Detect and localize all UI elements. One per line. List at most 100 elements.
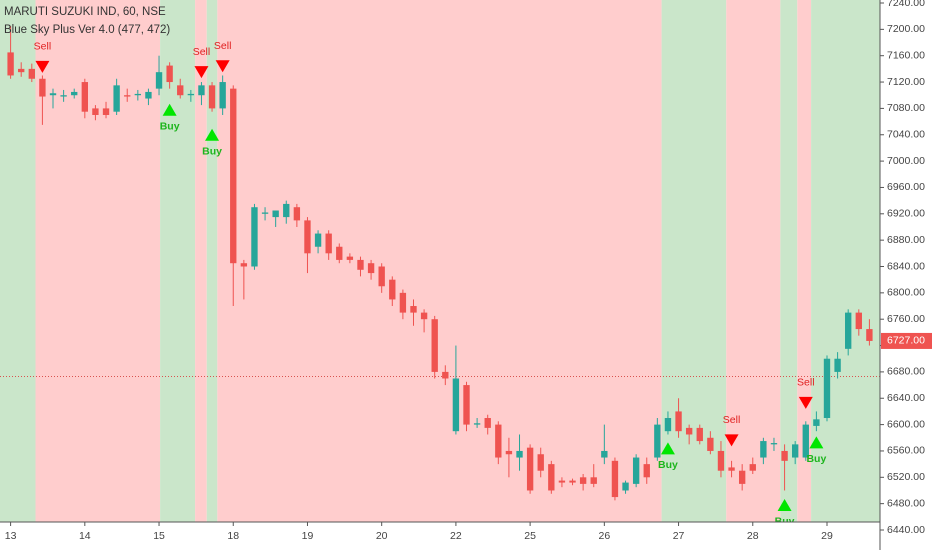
candle-body <box>707 437 714 451</box>
candle-body <box>71 91 78 96</box>
candle-body <box>452 378 460 432</box>
signal-label: Sell <box>34 41 52 53</box>
x-tick-label: 14 <box>79 530 91 542</box>
candle-body <box>145 91 152 99</box>
signal-label: Sell <box>214 40 232 52</box>
x-tick-label: 20 <box>376 530 388 542</box>
candle-body <box>357 259 364 270</box>
candle-body <box>198 85 205 96</box>
candle-body <box>548 464 555 491</box>
signal-label: Sell <box>723 414 741 426</box>
candle-body <box>675 411 682 432</box>
candle-body <box>399 292 407 313</box>
candle-body <box>537 454 544 471</box>
candle-body <box>346 256 354 260</box>
y-tick-label: 6920.00 <box>887 208 925 220</box>
signal-marker <box>205 128 220 141</box>
candle-body <box>590 477 597 484</box>
candle-body <box>187 93 195 96</box>
y-tick-label: 7000.00 <box>887 155 925 167</box>
candle-body <box>579 477 587 484</box>
candle-body <box>442 371 449 379</box>
x-tick-label: 15 <box>153 530 165 542</box>
candle-body <box>685 427 693 435</box>
y-tick-label: 6880.00 <box>887 234 925 246</box>
signal-label: Buy <box>160 120 180 132</box>
candle-body <box>431 319 438 372</box>
signal-label: Buy <box>202 146 222 158</box>
x-tick-label: 18 <box>227 530 239 542</box>
candle-body <box>495 424 502 458</box>
signal-marker <box>194 66 209 79</box>
candle-body <box>378 266 385 287</box>
candle-body <box>643 464 650 478</box>
signal-marker <box>162 103 177 116</box>
candle-body <box>49 93 57 96</box>
candle-body <box>102 108 110 115</box>
y-tick-label: 6800.00 <box>887 287 925 299</box>
signal-region <box>811 0 880 522</box>
candle-body <box>208 85 216 109</box>
y-tick-label: 6600.00 <box>887 418 925 430</box>
x-tick-label: 28 <box>747 530 759 542</box>
signal-label: Buy <box>775 516 795 528</box>
y-tick-label: 6440.00 <box>887 524 925 536</box>
signal-region <box>217 0 662 522</box>
candle-body <box>760 441 767 458</box>
signal-label: Buy <box>806 453 826 465</box>
y-tick-label: 6680.00 <box>887 366 925 378</box>
indicator-name: Blue Sky Plus Ver 4.0 (477, 472) <box>4 24 170 36</box>
candle-body <box>134 93 142 96</box>
candle-body <box>304 220 311 254</box>
x-tick-label: 27 <box>673 530 685 542</box>
candle-body <box>219 82 226 109</box>
signal-marker <box>798 396 813 409</box>
signal-marker <box>215 60 230 73</box>
candle-body <box>484 418 491 428</box>
candle-body <box>251 207 258 267</box>
candle-body <box>7 52 14 76</box>
y-tick-label: 6480.00 <box>887 497 925 509</box>
plot-area: Sell Buy Sell Buy Sell Buy Sell Buy Sell Buy <box>0 0 880 528</box>
signal-label: Sell <box>193 46 211 58</box>
y-tick-label: 6760.00 <box>887 313 925 325</box>
candle-body <box>505 450 513 455</box>
candle-body <box>293 207 301 221</box>
x-tick-label: 29 <box>821 530 833 542</box>
chart-title: MARUTI SUZUKI IND, 60, NSE <box>4 6 166 18</box>
candle-body <box>367 263 375 274</box>
y-tick-label: 7080.00 <box>887 102 925 114</box>
candle-body <box>92 108 99 115</box>
candle-body <box>166 65 173 83</box>
signal-marker <box>724 434 739 447</box>
signal-region <box>206 0 218 522</box>
candle-body <box>473 423 481 425</box>
candle-body <box>314 233 322 247</box>
candle-body <box>261 212 269 214</box>
signal-label: Sell <box>797 377 815 389</box>
x-tick-label: 13 <box>5 530 17 542</box>
y-tick-label: 7200.00 <box>887 23 925 35</box>
candle-body <box>81 82 88 112</box>
price-tag <box>881 332 932 349</box>
y-tick-label: 6520.00 <box>887 471 925 483</box>
candle-body <box>240 263 248 267</box>
x-tick-label: 25 <box>524 530 536 542</box>
candle-body <box>601 450 608 458</box>
candle-body <box>420 312 428 320</box>
candle-body <box>230 88 237 264</box>
candle-body <box>463 385 470 425</box>
candle-body <box>749 464 756 471</box>
y-tick-label: 7040.00 <box>887 129 925 141</box>
signal-region <box>780 0 798 522</box>
signal-marker <box>35 60 50 73</box>
candle-body <box>155 72 163 89</box>
candle-body <box>770 443 778 445</box>
candle-body <box>516 450 523 458</box>
candle-body <box>526 447 534 491</box>
candle-body <box>845 312 852 349</box>
y-tick-label: 6560.00 <box>887 445 925 457</box>
signal-region <box>661 0 727 522</box>
candle-body <box>813 419 820 426</box>
